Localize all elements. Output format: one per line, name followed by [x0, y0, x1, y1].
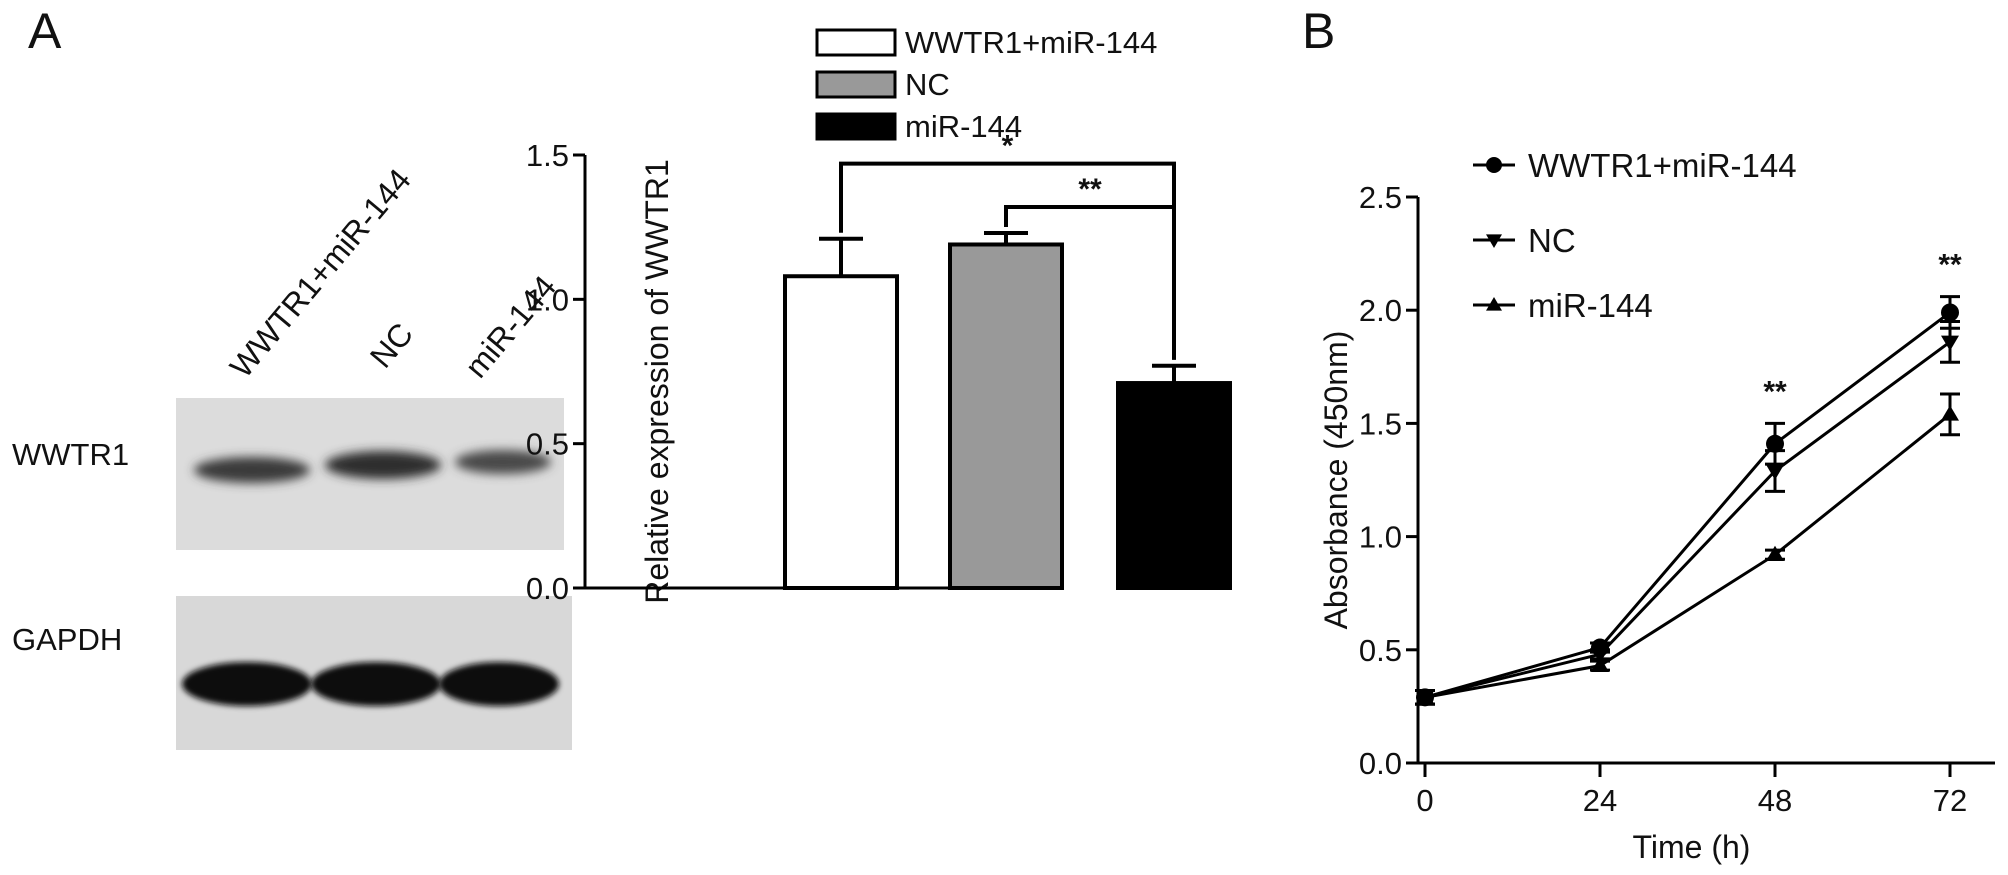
significance-label: * — [1002, 130, 1014, 163]
bar-legend: WWTR1+miR-144 NC miR-144 — [815, 25, 1157, 144]
marker-triangle-up — [1766, 545, 1784, 562]
bar-plot-area: 0.00.51.01.5 *** — [526, 130, 1232, 606]
line-y-tick-label: 1.5 — [1359, 406, 1402, 441]
bar-y-tick-label: 0.5 — [526, 427, 569, 462]
significance-label: ** — [1763, 375, 1787, 408]
line-x-axis-label: Time (h) — [1633, 829, 1751, 865]
significance-label: ** — [1938, 249, 1962, 282]
line-x-tick-label: 48 — [1758, 783, 1792, 818]
gapdh-band-3 — [439, 662, 559, 706]
bar-chart: WWTR1+miR-144 NC miR-144 Relative expressi… — [526, 25, 1232, 606]
marker-circle — [1766, 434, 1784, 453]
line-plot-area: 0.0 0.5 1.0 1.5 2.0 2.5 0 24 48 72 ** ** — [1359, 180, 1995, 818]
line-y-axis-label: Absorbance (450nm) — [1318, 331, 1354, 630]
marker-triangle-down — [1766, 464, 1784, 480]
marker-circle — [1941, 303, 1959, 322]
bar-y-axis-label: Relative expression of WWTR1 — [639, 159, 675, 604]
line-y-tick-label: 0.0 — [1359, 746, 1402, 781]
gapdh-band-2 — [311, 662, 441, 706]
marker-circle — [1486, 157, 1502, 173]
panel-b-label: B — [1302, 3, 1335, 59]
bar-legend-swatch — [815, 70, 897, 99]
line-x-tick-label: 0 — [1416, 783, 1433, 818]
significance-label: ** — [1078, 173, 1102, 206]
line-chart: WWTR1+miR-144 NC miR-144 Absorbance (450nm… — [1318, 147, 1995, 865]
marker-triangle-up — [1941, 405, 1959, 421]
line-y-tick-label: 0.5 — [1359, 633, 1402, 668]
line-legend: WWTR1+miR-144 NC miR-144 — [1473, 147, 1797, 324]
bar-legend-swatch — [815, 112, 897, 141]
line-x-tick-label: 72 — [1933, 783, 1967, 818]
bar-legend-label: NC — [905, 67, 950, 102]
bar — [948, 242, 1064, 590]
line-y-tick-label: 2.5 — [1359, 180, 1402, 215]
western-blot: WWTR1+miR-144 NC miR-144 WWTR1 GAPDH — [12, 162, 572, 750]
bar-legend-label: miR-144 — [905, 109, 1022, 144]
marker-triangle-down — [1591, 648, 1609, 664]
row-label-gapdh: GAPDH — [12, 622, 122, 657]
series-line — [1424, 311, 1951, 699]
bar-y-tick-label: 0.0 — [526, 571, 569, 606]
line-legend-label: WWTR1+miR-144 — [1528, 147, 1797, 184]
significance-bracket — [1004, 204, 1176, 360]
line-y-tick-label: 2.0 — [1359, 293, 1402, 328]
bar — [1116, 381, 1232, 590]
line-y-tick-label: 1.0 — [1359, 520, 1402, 555]
wwtr1-band-1 — [194, 457, 310, 483]
bar — [783, 274, 899, 590]
bar-y-tick-label: 1.0 — [526, 282, 569, 317]
line-legend-label: miR-144 — [1528, 287, 1653, 324]
bar-legend-label: WWTR1+miR-144 — [905, 25, 1157, 60]
panel-a-label: A — [28, 3, 62, 59]
marker-triangle-up — [1486, 297, 1502, 311]
line-x-tick-label: 24 — [1583, 783, 1617, 818]
lane-label-2: NC — [363, 316, 420, 375]
gapdh-band-1 — [182, 662, 312, 706]
bar-legend-swatch — [815, 28, 897, 57]
wwtr1-band-3 — [455, 450, 551, 474]
marker-triangle-down — [1486, 234, 1502, 248]
marker-triangle-up — [1591, 656, 1609, 672]
marker-triangle-down — [1941, 335, 1959, 351]
line-legend-label: NC — [1528, 222, 1576, 259]
series-line — [1424, 413, 1951, 699]
marker-triangle-up — [1416, 688, 1434, 704]
series-line — [1424, 340, 1951, 699]
row-label-wwtr1: WWTR1 — [12, 437, 129, 472]
wwtr1-band-2 — [325, 451, 441, 479]
bar-y-tick-label: 1.5 — [526, 138, 569, 173]
